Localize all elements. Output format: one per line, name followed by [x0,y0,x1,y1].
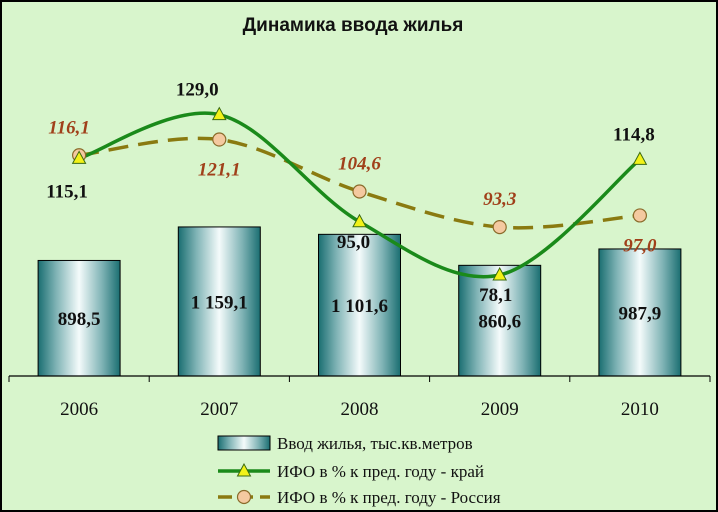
legend-label-russia: ИФО в % к пред. году - Россия [277,488,501,507]
krai-label-2006: 115,1 [46,181,88,202]
legend-swatch-russia-marker [236,489,252,505]
legend: Ввод жилья, тыс.кв.метров ИФО в % к пред.… [217,434,501,507]
krai-point-2007 [211,106,227,121]
russia-label-2008: 104,6 [338,154,381,175]
russia-point-2007 [212,132,227,147]
russia-point-2010 [632,208,648,223]
krai-point-2006 [71,150,87,164]
bar-label-2007: 1 159,1 [191,292,248,313]
bars-layer: 898,5 1 159,1 1 101,6 860,6 987,9 [37,226,682,377]
bar-2007 [177,226,261,377]
bar-2009 [458,264,542,377]
bar-label-2008: 1 101,6 [331,296,388,317]
x-axis: 2006 2007 2008 2009 2010 [8,375,711,420]
russia-label-2007: 121,1 [198,160,241,181]
russia-point-2009 [492,220,507,235]
russia-label-2006: 116,1 [48,117,90,138]
russia-label-2010: 97,0 [623,235,657,256]
bar-2006 [37,259,121,377]
krai-label-2009: 78,1 [479,285,512,306]
bar-label-2009: 860,6 [478,312,521,333]
x-tick-label-2009: 2009 [481,399,519,420]
legend-label-krai: ИФО в % к пред. году - край [277,462,484,481]
legend-swatch-krai-marker [236,462,252,477]
krai-label-2010: 114,8 [613,124,655,145]
russia-label-2009: 93,3 [483,189,516,210]
x-tick-label-2007: 2007 [200,399,238,420]
krai-point-2010 [632,151,648,165]
bar-2010 [598,248,682,377]
bar-2008 [318,233,401,377]
krai-label-2008: 95,0 [337,232,370,253]
russia-line [78,136,641,230]
bar-label-2006: 898,5 [58,309,101,330]
chart-title: Динамика ввода жилья [243,15,464,36]
x-tick-label-2010: 2010 [621,399,659,420]
x-tick-label-2008: 2008 [341,399,379,420]
legend-swatch-bars [217,435,271,451]
lines-layer [71,106,648,281]
krai-label-2007: 129,0 [176,80,219,101]
russia-point-2008 [352,184,367,199]
krai-point-2008 [352,213,367,228]
legend-label-bars: Ввод жилья, тыс.кв.метров [277,434,473,453]
x-tick-label-2006: 2006 [60,399,98,420]
bar-label-2010: 987,9 [619,303,662,324]
krai-point-2009 [492,266,508,281]
labels-layer: 115,1 129,0 95,0 78,1 114,8 116,1 121,1 104,6 93… [46,80,657,306]
